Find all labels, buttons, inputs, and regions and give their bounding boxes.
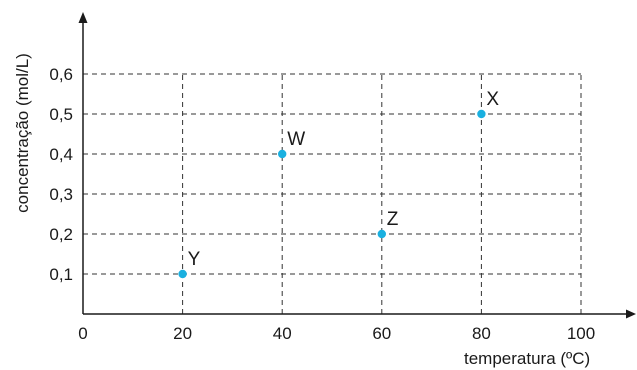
point-label-w: W	[287, 129, 305, 150]
data-point-y	[178, 269, 187, 279]
x-tick-label: 60	[372, 324, 391, 343]
y-axis-title: concentração (mol/L)	[13, 53, 32, 213]
axes	[78, 12, 636, 319]
y-tick-label: 0,6	[49, 65, 73, 84]
y-tick-label: 0,2	[49, 225, 73, 244]
y-tick-labels: 0,1 0,2 0,3 0,4 0,5 0,6	[49, 65, 73, 284]
x-tick-label: 0	[78, 324, 87, 343]
point-label-y: Y	[188, 249, 201, 270]
y-tick-label: 0,1	[49, 265, 73, 284]
y-tick-label: 0,3	[49, 185, 73, 204]
y-axis-arrow	[78, 12, 88, 23]
data-point-x	[477, 109, 486, 119]
data-points: Y W Z X	[178, 89, 499, 279]
x-axis-arrow	[626, 309, 636, 319]
point-label-z: Z	[387, 209, 399, 230]
data-point-z	[377, 229, 386, 239]
grid	[83, 73, 582, 314]
point-label-x: X	[486, 89, 499, 110]
x-tick-labels: 0 20 40 60 80 100	[78, 324, 595, 343]
x-tick-label: 20	[173, 324, 192, 343]
x-axis-title: temperatura (ºC)	[464, 349, 590, 368]
data-point-w	[278, 149, 287, 159]
y-tick-label: 0,4	[49, 145, 73, 164]
x-tick-label: 40	[273, 324, 292, 343]
x-tick-label: 100	[567, 324, 595, 343]
y-tick-label: 0,5	[49, 105, 73, 124]
x-tick-label: 80	[472, 324, 491, 343]
